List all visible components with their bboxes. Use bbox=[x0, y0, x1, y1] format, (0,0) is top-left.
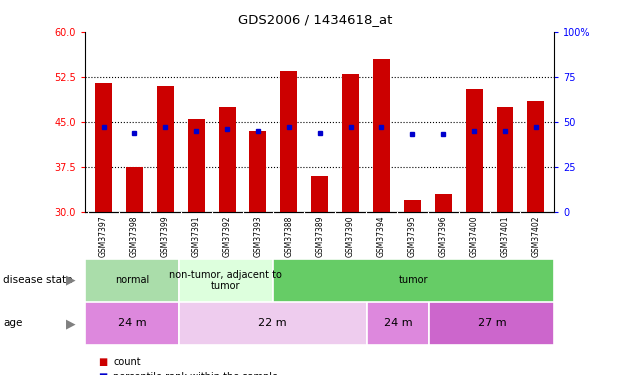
Bar bbox=[496, 107, 513, 212]
Text: age: age bbox=[3, 318, 23, 328]
Bar bbox=[179, 259, 273, 302]
Bar bbox=[188, 119, 205, 212]
Bar bbox=[219, 107, 236, 212]
Text: count: count bbox=[113, 357, 141, 367]
Bar bbox=[311, 176, 328, 212]
Text: ▶: ▶ bbox=[66, 274, 76, 287]
Bar bbox=[280, 71, 297, 212]
Text: GSM37394: GSM37394 bbox=[377, 216, 386, 257]
Text: GSM37398: GSM37398 bbox=[130, 216, 139, 257]
Text: ■: ■ bbox=[98, 372, 107, 375]
Text: GSM37395: GSM37395 bbox=[408, 216, 417, 257]
Bar bbox=[527, 101, 544, 212]
Bar bbox=[179, 302, 367, 345]
Bar bbox=[85, 302, 179, 345]
Bar bbox=[466, 89, 483, 212]
Text: GSM37389: GSM37389 bbox=[315, 216, 324, 257]
Text: 27 m: 27 m bbox=[478, 318, 506, 328]
Text: GSM37393: GSM37393 bbox=[253, 216, 263, 257]
Text: GSM37392: GSM37392 bbox=[222, 216, 232, 257]
Text: 24 m: 24 m bbox=[384, 318, 412, 328]
Text: 22 m: 22 m bbox=[258, 318, 287, 328]
Text: GSM37391: GSM37391 bbox=[192, 216, 201, 257]
Bar bbox=[249, 131, 266, 212]
Bar bbox=[367, 302, 429, 345]
Text: ■: ■ bbox=[98, 357, 107, 367]
Text: disease state: disease state bbox=[3, 275, 72, 285]
Text: GSM37397: GSM37397 bbox=[99, 216, 108, 257]
Text: ▶: ▶ bbox=[66, 317, 76, 330]
Text: 24 m: 24 m bbox=[118, 318, 146, 328]
Bar bbox=[429, 302, 554, 345]
Text: percentile rank within the sample: percentile rank within the sample bbox=[113, 372, 278, 375]
Bar bbox=[85, 259, 179, 302]
Bar bbox=[342, 74, 359, 212]
Text: non-tumor, adjacent to
tumor: non-tumor, adjacent to tumor bbox=[169, 270, 282, 291]
Text: GSM37390: GSM37390 bbox=[346, 216, 355, 257]
Text: GSM37402: GSM37402 bbox=[531, 216, 541, 257]
Bar bbox=[435, 194, 452, 212]
Bar bbox=[404, 200, 421, 212]
Text: tumor: tumor bbox=[399, 275, 428, 285]
Text: GSM37396: GSM37396 bbox=[438, 216, 448, 257]
Bar bbox=[373, 59, 390, 212]
Text: GDS2006 / 1434618_at: GDS2006 / 1434618_at bbox=[238, 13, 392, 26]
Text: GSM37400: GSM37400 bbox=[469, 216, 479, 257]
Text: GSM37399: GSM37399 bbox=[161, 216, 170, 257]
Text: normal: normal bbox=[115, 275, 149, 285]
Bar bbox=[126, 167, 143, 212]
Bar bbox=[95, 83, 112, 212]
Text: GSM37401: GSM37401 bbox=[500, 216, 510, 257]
Bar bbox=[273, 259, 554, 302]
Text: GSM37388: GSM37388 bbox=[284, 216, 294, 257]
Bar bbox=[157, 86, 174, 212]
